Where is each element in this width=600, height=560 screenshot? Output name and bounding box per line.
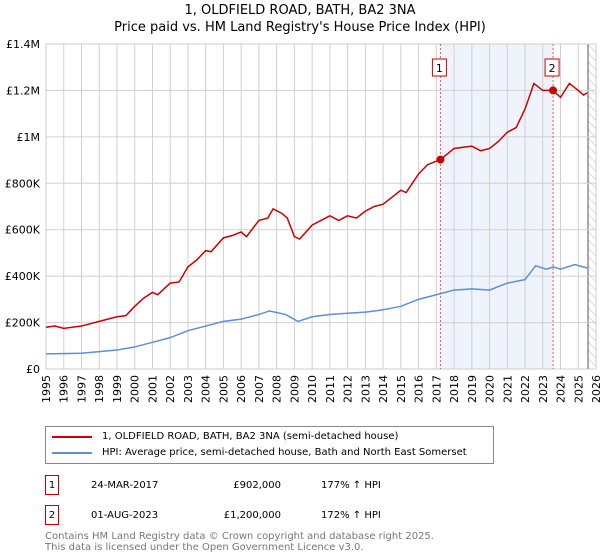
y-tick-label: £1M <box>17 131 41 144</box>
legend-item-hpi: HPI: Average price, semi-detached house,… <box>52 447 467 458</box>
x-tick-label: 2020 <box>484 375 497 403</box>
x-tick-label: 2011 <box>324 375 337 403</box>
sale-marker-label: 1 <box>45 475 59 495</box>
x-tick-label: 2018 <box>448 375 461 403</box>
x-tick-label: 2002 <box>164 375 177 403</box>
x-tick-label: 2014 <box>377 375 390 403</box>
series-line <box>45 82 588 330</box>
sale-point <box>549 86 558 95</box>
y-tick-label: £800K <box>5 177 41 190</box>
x-tick-label: 2016 <box>413 375 426 403</box>
x-tick-label: 2015 <box>395 375 408 403</box>
x-tick-label: 2022 <box>519 375 532 403</box>
legend-swatch <box>52 451 92 454</box>
x-tick-label: 1998 <box>93 375 106 403</box>
sale-label: 2 <box>549 62 556 75</box>
x-tick-label: 2006 <box>235 375 248 403</box>
sale-row: 2 01-AUG-2023 £1,200,000 172% ↑ HPI <box>45 505 381 525</box>
x-tick-label: 2005 <box>217 375 230 403</box>
plot-frame <box>45 43 597 370</box>
x-tick-label: 2012 <box>342 375 355 403</box>
chart-title: 1, OLDFIELD ROAD, BATH, BA2 3NA <box>184 3 416 18</box>
sale-price: £1,200,000 <box>223 509 281 521</box>
x-tick-label: 2017 <box>430 375 443 403</box>
x-tick-label: 2023 <box>537 375 550 403</box>
x-tick-label: 2000 <box>129 375 142 403</box>
x-tick-label: 2025 <box>572 375 585 403</box>
x-tick-label: 2010 <box>306 375 319 403</box>
x-tick-label: 1999 <box>111 375 124 403</box>
x-tick-label: 1996 <box>58 375 71 403</box>
y-tick-label: £0 <box>26 363 40 376</box>
sale-price: £902,000 <box>233 479 281 491</box>
footer-copyright: Contains HM Land Registry data © Crown c… <box>45 531 434 542</box>
x-tick-label: 2001 <box>146 375 159 403</box>
legend: 1, OLDFIELD ROAD, BATH, BA2 3NA (semi-de… <box>45 426 494 464</box>
x-tick-label: 2019 <box>466 375 479 403</box>
sale-hpi: 172% ↑ HPI <box>321 509 381 521</box>
legend-label: 1, OLDFIELD ROAD, BATH, BA2 3NA (semi-de… <box>102 431 399 442</box>
x-tick-label: 2008 <box>271 375 284 403</box>
x-tick-label: 2003 <box>182 375 195 403</box>
forecast-hatch <box>588 44 596 369</box>
x-tick-label: 2013 <box>359 375 372 403</box>
x-tick-label: 2007 <box>253 375 266 403</box>
sale-label: 1 <box>436 62 443 75</box>
y-tick-label: £400K <box>5 270 41 283</box>
sale-hpi: 177% ↑ HPI <box>321 479 381 491</box>
sale-period-shade <box>440 44 554 369</box>
chart-svg: 1995 1996 1997 1998 1999 2000 2001 2002 2003 2004… <box>5 38 600 403</box>
legend-swatch <box>52 435 92 438</box>
legend-item-property: 1, OLDFIELD ROAD, BATH, BA2 3NA (semi-de… <box>52 431 398 442</box>
y-tick-label: £600K <box>5 224 41 237</box>
chart-subtitle: Price paid vs. HM Land Registry's House … <box>114 20 486 35</box>
sale-date: 24-MAR-2017 <box>91 479 159 491</box>
legend-label: HPI: Average price, semi-detached house,… <box>102 447 467 458</box>
y-tick-label: £200K <box>5 317 41 330</box>
sale-row: 1 24-MAR-2017 £902,000 177% ↑ HPI <box>45 475 381 495</box>
x-tick-label: 2026 <box>590 375 600 403</box>
y-tick-label: £1.4M <box>6 38 40 51</box>
sale-point <box>436 155 445 164</box>
x-tick-label: 2004 <box>200 375 213 403</box>
x-tick-label: 1995 <box>40 375 53 403</box>
sale-label-box <box>431 58 447 77</box>
series-line <box>45 263 588 355</box>
footer-licence: This data is licensed under the Open Gov… <box>45 542 364 553</box>
y-tick-label: £1.2M <box>6 84 40 97</box>
sale-marker-label: 2 <box>45 505 59 525</box>
x-tick-label: 1997 <box>75 375 88 403</box>
x-tick-label: 2009 <box>288 375 301 403</box>
sale-date: 01-AUG-2023 <box>91 509 159 521</box>
sale-label-box <box>544 58 560 77</box>
x-tick-label: 2021 <box>501 375 514 403</box>
x-tick-label: 2024 <box>555 375 568 403</box>
